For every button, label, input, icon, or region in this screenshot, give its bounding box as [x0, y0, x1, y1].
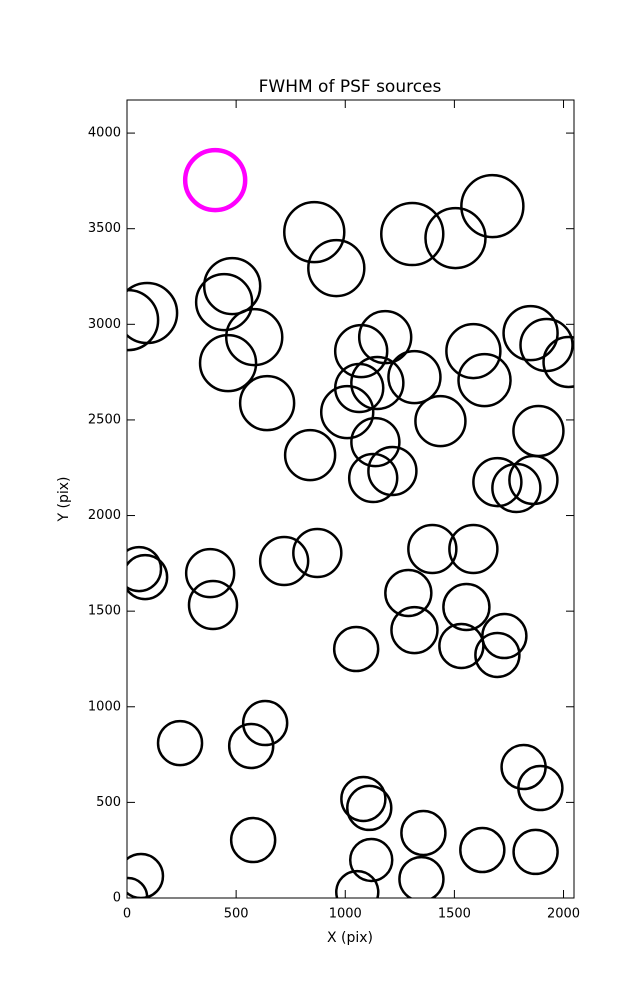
- source-circle: [292, 527, 343, 579]
- y-tick-label: 2500: [88, 412, 121, 427]
- source-circle: [519, 317, 574, 373]
- source-circle: [346, 784, 393, 832]
- source-circle: [384, 568, 433, 618]
- source-circle: [474, 631, 521, 679]
- source-circle: [348, 837, 394, 883]
- source-circle: [194, 272, 254, 332]
- x-tick-label: 1000: [329, 907, 362, 922]
- source-circle: [390, 605, 439, 655]
- chart-title: FWHM of PSF sources: [259, 77, 442, 97]
- source-circle: [182, 147, 248, 213]
- y-tick-label: 2000: [88, 508, 121, 523]
- source-circle: [398, 855, 445, 898]
- source-circle: [508, 454, 559, 506]
- source-circle: [442, 582, 491, 632]
- source-circle: [258, 535, 310, 587]
- source-circle: [319, 384, 375, 440]
- source-circle: [367, 445, 418, 497]
- source-circle: [127, 852, 165, 898]
- source-circle: [350, 416, 401, 468]
- x-tick-label: 0: [123, 907, 131, 922]
- plot-area: [127, 147, 574, 898]
- source-circle: [127, 553, 169, 601]
- source-circle: [438, 622, 485, 670]
- source-circle: [414, 394, 467, 448]
- y-tick-label: 500: [96, 795, 121, 810]
- source-circle: [238, 374, 296, 432]
- source-circle: [283, 428, 337, 482]
- source-circle: [502, 304, 559, 362]
- source-circle: [424, 206, 487, 270]
- source-circle: [198, 333, 258, 393]
- source-circle: [202, 256, 262, 316]
- source-circle: [156, 719, 204, 767]
- source-circle: [127, 545, 163, 593]
- y-axis-label: Y (pix): [56, 477, 72, 523]
- source-circle: [332, 625, 380, 673]
- source-circle: [512, 828, 559, 876]
- source-circle: [457, 352, 512, 408]
- x-axis-label: X (pix): [327, 930, 373, 946]
- source-circle: [227, 722, 275, 770]
- x-tick-label: 1500: [438, 907, 471, 922]
- source-circle: [340, 775, 387, 823]
- source-circle: [127, 876, 149, 898]
- y-tick-label: 4000: [88, 126, 121, 141]
- source-circle: [224, 307, 284, 367]
- y-tick-label: 1000: [88, 699, 121, 714]
- x-tick-label: 2000: [547, 907, 580, 922]
- source-circle: [512, 404, 565, 458]
- source-circle: [127, 281, 179, 345]
- source-circle: [241, 699, 289, 747]
- source-circle: [472, 456, 523, 508]
- y-tick-label: 1500: [88, 604, 121, 619]
- source-circle: [400, 809, 447, 857]
- source-circle: [350, 355, 405, 411]
- source-circle: [407, 523, 458, 575]
- source-circle: [347, 452, 399, 504]
- source-circle: [229, 816, 277, 864]
- plot-frame: [126, 99, 575, 899]
- source-circle: [307, 238, 366, 298]
- source-circle: [335, 869, 380, 898]
- source-circle: [448, 523, 499, 575]
- source-circle: [357, 309, 413, 365]
- y-tick-label: 3500: [88, 221, 121, 236]
- x-tick-label: 500: [224, 907, 249, 922]
- source-circle: [459, 826, 506, 874]
- source-circle: [380, 201, 445, 267]
- y-tick-label: 3000: [88, 317, 121, 332]
- source-circle: [542, 335, 574, 389]
- source-circle: [187, 579, 239, 631]
- source-circle: [387, 349, 442, 405]
- source-circle: [283, 200, 346, 264]
- y-tick-label: 0: [113, 891, 121, 906]
- source-circle: [460, 173, 525, 239]
- source-circle: [184, 547, 236, 599]
- source-circle: [445, 322, 502, 380]
- source-circle: [517, 764, 564, 812]
